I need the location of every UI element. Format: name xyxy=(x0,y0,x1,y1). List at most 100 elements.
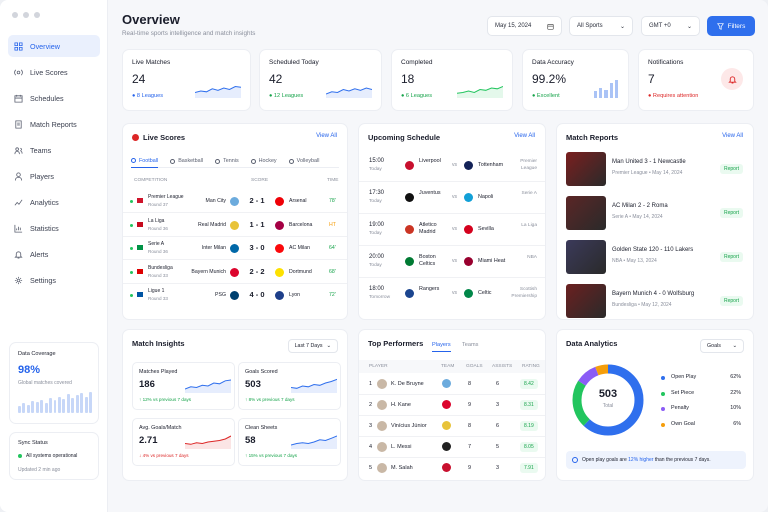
accuracy-bar xyxy=(599,88,603,98)
report-row[interactable]: Golden State 120 - 110 Lakers NBA • May 1… xyxy=(557,239,753,282)
performer-row[interactable]: 5 M. Salah 9 3 7.91 xyxy=(359,458,545,479)
window-dot[interactable] xyxy=(12,12,18,18)
live-row[interactable]: Ligue 1 Round 33 PSG 4 - 0 Lyon 72' xyxy=(123,285,347,307)
hockey-icon xyxy=(250,158,256,164)
stat-title: Live Matches xyxy=(132,59,171,66)
sparkline-line xyxy=(195,85,241,93)
bell-glyph xyxy=(727,75,737,84)
schedule-row[interactable]: 17:30 Today Juventus vs Napoli Serie A xyxy=(359,182,545,214)
sidebar-item-overview[interactable]: Overview xyxy=(8,35,100,57)
tab-hockey[interactable]: Hockey xyxy=(250,154,277,168)
range-select[interactable]: Last 7 Days ⌄ xyxy=(287,339,338,353)
sport-select[interactable]: All Sports ⌄ xyxy=(569,16,633,36)
legend-dot-icon xyxy=(661,422,665,427)
filters-button[interactable]: Filters xyxy=(707,16,755,36)
away-team: Arsenal xyxy=(289,198,307,204)
sidebar-item-players[interactable]: Players xyxy=(8,165,100,187)
sidebar-item-live-scores[interactable]: Live Scores xyxy=(8,61,100,83)
performer-rank: 1 xyxy=(369,381,373,387)
home-crest-icon xyxy=(405,289,414,298)
stat-card-notifications: Notifications 7 ● Requires attention xyxy=(638,49,754,111)
live-dot-icon xyxy=(130,270,133,274)
volleyball-icon xyxy=(288,158,294,164)
sidebar-item-schedules[interactable]: Schedules xyxy=(8,87,100,109)
window-controls[interactable] xyxy=(12,12,40,18)
trend-sparkline-icon xyxy=(291,378,337,393)
report-icon xyxy=(15,119,22,129)
away-crest-icon xyxy=(275,220,284,230)
tab-football[interactable]: Football xyxy=(131,154,159,168)
home-team: Atletico Madrid xyxy=(419,222,437,235)
tab-volleyball[interactable]: Volleyball xyxy=(288,154,319,168)
schedule-view-all[interactable]: View All xyxy=(514,133,535,139)
page-title: Overview xyxy=(122,12,180,27)
icon-path xyxy=(14,68,23,76)
insight-delta: ↓ 4% vs previous 7 days xyxy=(139,453,189,458)
report-row[interactable]: Man United 3 - 1 Newcastle Premier League… xyxy=(557,151,753,194)
match-reports-card: Match Reports View All Man United 3 - 1 … xyxy=(556,123,754,320)
sidebar-item-match-reports[interactable]: Match Reports xyxy=(8,113,100,135)
live-row[interactable]: La Liga Round 36 Real Madrid 1 - 1 Barcelona… xyxy=(123,215,347,237)
legend-item: Penalty 10% xyxy=(661,405,741,415)
sync-title: Sync Status xyxy=(18,440,48,446)
match-score: 4 - 0 xyxy=(249,290,265,299)
schedule-row[interactable]: 19:00 Today Atletico Madrid vs Sevilla La Lig… xyxy=(359,214,545,246)
col-assists: ASSISTS xyxy=(492,364,513,369)
insight-delta: ↑ 8% vs previous 7 days xyxy=(245,397,295,402)
coverage-label: Global matches covered xyxy=(18,380,72,386)
away-team: Napoli xyxy=(478,194,494,200)
home-crest-icon xyxy=(230,291,239,300)
away-team: Sevilla xyxy=(478,226,494,232)
window-dot[interactable] xyxy=(34,12,40,18)
stat-title: Notifications xyxy=(648,59,684,66)
icon-path xyxy=(14,41,23,51)
sidebar-item-alerts[interactable]: Alerts xyxy=(8,243,100,265)
performer-row[interactable]: 4 L. Messi 7 5 8.05 xyxy=(359,437,545,458)
bell-icon xyxy=(14,250,23,259)
stat-title: Scheduled Today xyxy=(269,59,319,66)
performer-row[interactable]: 1 K. De Bruyne 8 6 8.42 xyxy=(359,374,545,395)
home-team: Inter Milan xyxy=(201,245,226,251)
away-crest-icon xyxy=(464,289,473,298)
schedule-title: Upcoming Schedule xyxy=(368,133,441,142)
bell-icon[interactable] xyxy=(721,68,743,90)
tab-teams[interactable]: Teams xyxy=(462,342,479,348)
performer-row[interactable]: 3 Vinícius Júnior 8 6 8.19 xyxy=(359,416,545,437)
live-row[interactable]: Bundesliga Round 33 Bayern Munich 2 - 2 Dort… xyxy=(123,262,347,284)
tab-tennis[interactable]: Tennis xyxy=(215,154,239,168)
timezone-select[interactable]: GMT +0 ⌄ xyxy=(641,16,700,36)
note-highlight: 12% higher xyxy=(628,457,654,463)
reports-view-all[interactable]: View All xyxy=(722,133,743,139)
accuracy-bar xyxy=(609,83,613,98)
tab-players[interactable]: Players xyxy=(432,342,451,352)
date-picker[interactable]: May 15, 2024 xyxy=(487,16,562,36)
match-score: 2 - 2 xyxy=(249,266,265,276)
live-view-all[interactable]: View All xyxy=(316,133,337,139)
tab-basketball[interactable]: Basketball xyxy=(170,154,203,168)
window-dot[interactable] xyxy=(23,12,29,18)
schedule-row[interactable]: 18:00 Tomorrow Rangers vs Celtic Scottish Pre… xyxy=(359,278,545,310)
live-row[interactable]: Serie A Round 36 Inter Milan 3 - 0 AC Milan 6… xyxy=(123,238,347,260)
player-goals: 8 xyxy=(468,423,472,429)
sidebar-item-teams[interactable]: Teams xyxy=(8,139,100,161)
sidebar-item-statistics[interactable]: Statistics xyxy=(8,217,100,239)
insight-title: Goals Scored xyxy=(245,369,278,375)
schedule-row[interactable]: 20:00 Today Boston Celtics vs Miami Heat NBA xyxy=(359,246,545,278)
accuracy-bar xyxy=(614,80,619,98)
schedule-row[interactable]: 15:00 Today Liverpool vs Tottenham Premier Le… xyxy=(359,150,545,182)
player-name: M. Salah xyxy=(391,465,413,471)
live-row[interactable]: Premier League Round 37 Man City 2 - 1 Arsen… xyxy=(123,191,347,213)
sparkline-icon xyxy=(457,86,503,98)
metric-select[interactable]: Goals ⌄ xyxy=(700,339,744,353)
report-row[interactable]: AC Milan 2 - 2 Roma Serie A • May 14, 202… xyxy=(557,195,753,238)
legend-item: Open Play 62% xyxy=(661,374,741,384)
report-row[interactable]: Bayern Munich 4 - 0 Wolfsburg Bundesliga … xyxy=(557,283,753,326)
match-day: Today xyxy=(369,231,382,236)
performer-row[interactable]: 2 H. Kane 9 3 8.31 xyxy=(359,395,545,416)
stat-value: 24 xyxy=(132,72,146,86)
home-crest-icon xyxy=(230,267,239,277)
sidebar-item-settings[interactable]: Settings xyxy=(8,269,100,291)
match-time: 19:00 xyxy=(369,222,385,228)
sidebar-item-analytics[interactable]: Analytics xyxy=(8,191,100,213)
